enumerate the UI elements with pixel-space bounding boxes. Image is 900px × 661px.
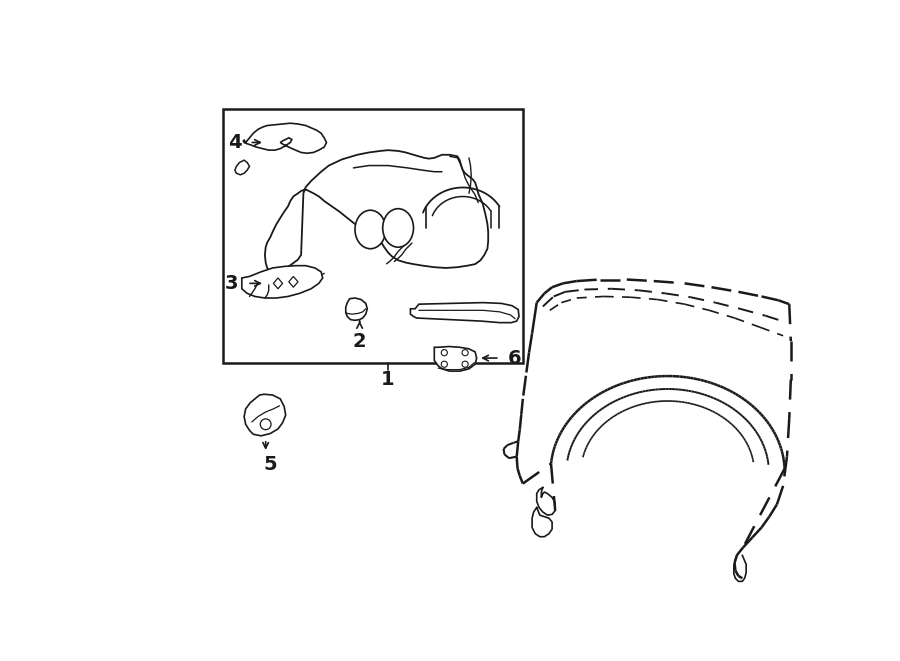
Polygon shape [289,276,298,288]
Polygon shape [410,303,519,323]
Text: 6: 6 [508,348,521,368]
Text: 3: 3 [224,274,238,293]
Circle shape [462,361,468,368]
Polygon shape [265,150,488,274]
Polygon shape [435,346,477,371]
Text: 2: 2 [353,332,366,351]
Polygon shape [242,266,322,298]
Polygon shape [274,278,283,289]
Circle shape [441,361,447,368]
Bar [222,108,523,363]
Text: 4: 4 [229,133,242,152]
Ellipse shape [355,210,386,249]
Text: 5: 5 [264,455,277,474]
Polygon shape [235,160,249,175]
Circle shape [260,419,271,430]
Circle shape [462,350,468,356]
Text: 1: 1 [382,370,395,389]
Polygon shape [346,298,367,321]
Polygon shape [244,394,285,436]
Polygon shape [243,123,327,153]
Ellipse shape [382,209,413,247]
Circle shape [441,350,447,356]
